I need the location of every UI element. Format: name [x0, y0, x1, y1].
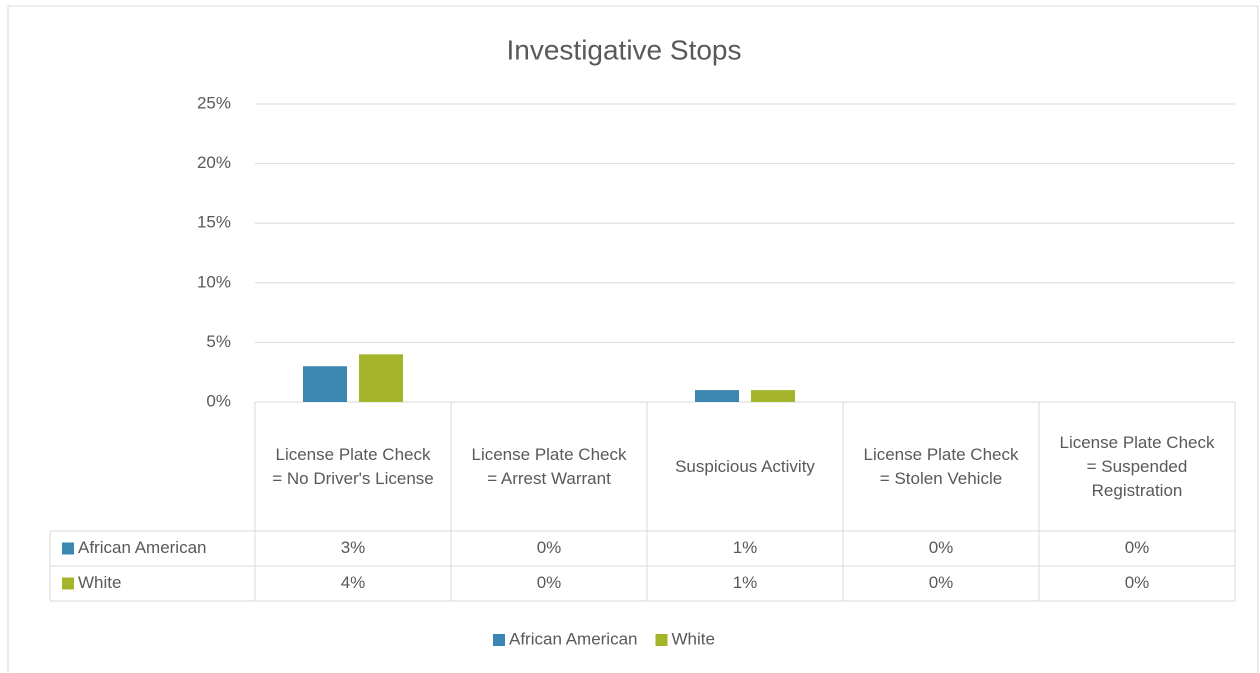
chart-border: [7, 5, 1259, 673]
bar: [751, 390, 795, 402]
table-value: 0%: [1125, 573, 1150, 592]
x-tick-label: Suspicious Activity: [675, 456, 815, 476]
legend-key: [62, 542, 74, 555]
x-tick-label: License Plate Check = No Driver's Licens…: [272, 444, 434, 488]
table-row-label: African American: [78, 538, 207, 557]
table-value: 0%: [929, 573, 954, 592]
legend-key: [62, 577, 74, 590]
table-value: 1%: [733, 538, 758, 557]
y-tick-label: 0%: [206, 391, 231, 410]
legend-key: [493, 634, 505, 646]
table-value: 0%: [929, 538, 954, 557]
table-value: 0%: [537, 538, 562, 557]
table-value: 3%: [341, 538, 366, 557]
chart-title: Investigative Stops: [506, 34, 741, 65]
y-tick-label: 20%: [197, 153, 231, 172]
x-tick-label: License Plate Check = Stolen Vehicle: [863, 444, 1019, 488]
x-tick-label: License Plate Check = Arrest Warrant: [471, 444, 627, 488]
y-tick-label: 10%: [197, 272, 231, 291]
table-value: 0%: [537, 573, 562, 592]
bar: [695, 390, 739, 402]
table-value: 1%: [733, 573, 758, 592]
table-value: 0%: [1125, 538, 1150, 557]
table-value: 4%: [341, 573, 366, 592]
bar: [359, 354, 403, 402]
legend-key: [655, 634, 668, 646]
x-tick-label: License Plate Check = Suspended Registra…: [1059, 432, 1215, 500]
legend-label: African American: [509, 629, 638, 648]
y-tick-label: 5%: [206, 332, 231, 351]
table-row-label: White: [78, 573, 121, 592]
y-tick-label: 25%: [197, 93, 231, 112]
legend-label: White: [672, 629, 715, 648]
y-tick-label: 15%: [197, 213, 231, 232]
bar: [303, 366, 347, 402]
